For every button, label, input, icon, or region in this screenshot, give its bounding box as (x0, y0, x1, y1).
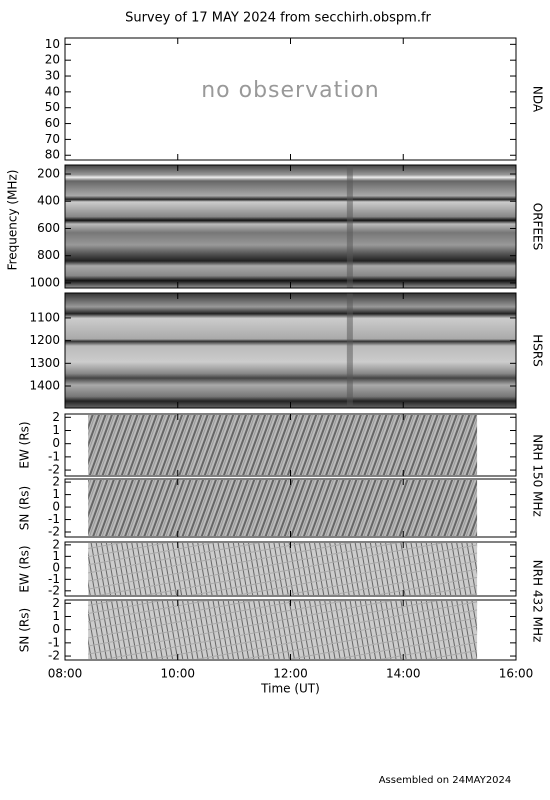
spectrogram-image (65, 293, 516, 408)
y-tick-label: -1 (48, 449, 60, 463)
instrument-label: HSRS (531, 334, 545, 367)
y-tick-label: 1100 (29, 310, 60, 324)
y-tick-label: -2 (48, 525, 60, 539)
x-tick-label: 16:00 (499, 667, 534, 681)
y-tick-label: 1 (52, 609, 60, 623)
y-tick-label: 800 (37, 248, 60, 262)
y-tick-label: 1400 (29, 378, 60, 392)
y-tick-label: -2 (48, 649, 60, 663)
y-tick-label: 50 (45, 100, 60, 114)
x-tick-label: 14:00 (386, 667, 421, 681)
y-tick-label: 1300 (29, 356, 60, 370)
spectrogram-image (88, 601, 478, 659)
y-axis-label: SN (Rs) (18, 486, 32, 530)
y-tick-label: 1 (52, 423, 60, 437)
y-tick-label: 0 (52, 436, 60, 450)
y-tick-label: -1 (48, 572, 60, 586)
spectrogram-band (346, 165, 353, 288)
y-tick-label: 20 (45, 53, 60, 67)
y-tick-label: 600 (37, 221, 60, 235)
y-tick-label: 1 (52, 549, 60, 563)
y-axis-label: EW (Rs) (18, 421, 32, 468)
x-tick-label: 08:00 (48, 667, 83, 681)
y-tick-label: 80 (45, 148, 60, 162)
y-tick-label: -1 (48, 635, 60, 649)
x-axis-label: Time (UT) (260, 682, 320, 696)
y-tick-label: 70 (45, 132, 60, 146)
x-tick-label: 10:00 (160, 667, 195, 681)
y-tick-label: 0 (52, 560, 60, 574)
y-tick-label: 1200 (29, 333, 60, 347)
instrument-label: NRH 150 MHz (531, 434, 545, 517)
y-tick-label: 0 (52, 622, 60, 636)
y-tick-label: 60 (45, 116, 60, 130)
instrument-label: NRH 432 MHz (531, 560, 545, 643)
spectrogram-image (88, 480, 478, 536)
y-tick-label: 1000 (29, 275, 60, 289)
y-axis-label: SN (Rs) (18, 608, 32, 652)
annotation: no observation (201, 78, 380, 103)
y-tick-label: 2 (52, 596, 60, 610)
spectrogram-image (65, 165, 516, 288)
y-tick-label: -1 (48, 512, 60, 526)
y-tick-label: 40 (45, 84, 60, 98)
y-tick-label: 200 (37, 166, 60, 180)
y-tick-label: 10 (45, 37, 60, 51)
y-tick-label: 2 (52, 537, 60, 551)
instrument-label: ORFEES (531, 203, 545, 250)
spectrogram-image (88, 543, 478, 595)
y-tick-label: 1 (52, 487, 60, 501)
y-tick-label: 2 (52, 475, 60, 489)
y-axis-label: EW (Rs) (18, 545, 32, 592)
y-tick-label: 0 (52, 500, 60, 514)
chart-title: Survey of 17 MAY 2024 from secchirh.obsp… (125, 11, 431, 26)
instrument-label: NDA (531, 86, 545, 113)
x-tick-label: 12:00 (273, 667, 308, 681)
spectrogram-band (346, 293, 353, 408)
y-tick-label: 30 (45, 69, 60, 83)
y-axis-label: Frequency (MHz) (6, 170, 20, 271)
y-tick-label: -2 (48, 463, 60, 477)
y-tick-label: 400 (37, 194, 60, 208)
y-tick-label: -2 (48, 583, 60, 597)
spectrogram-image (88, 415, 478, 475)
y-tick-label: 2 (52, 410, 60, 424)
footer: Assembled on 24MAY2024 (379, 775, 512, 786)
